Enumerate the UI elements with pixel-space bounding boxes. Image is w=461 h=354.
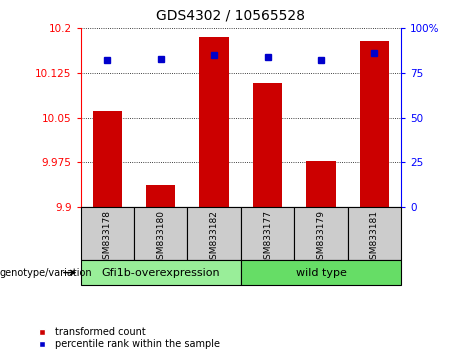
- Bar: [200, 37, 229, 207]
- Bar: [146, 185, 176, 207]
- Bar: [81, 260, 241, 285]
- Bar: [306, 161, 336, 207]
- Text: GDS4302 / 10565528: GDS4302 / 10565528: [156, 9, 305, 23]
- Text: GSM833177: GSM833177: [263, 210, 272, 265]
- Bar: [93, 110, 122, 207]
- Bar: [360, 41, 389, 207]
- Bar: [81, 207, 134, 260]
- Text: Gfi1b-overexpression: Gfi1b-overexpression: [101, 268, 220, 278]
- Text: GSM833178: GSM833178: [103, 210, 112, 265]
- Text: GSM833179: GSM833179: [316, 210, 325, 265]
- Bar: [348, 207, 401, 260]
- Bar: [241, 260, 401, 285]
- Text: wild type: wild type: [296, 268, 346, 278]
- Bar: [294, 207, 348, 260]
- Text: GSM833181: GSM833181: [370, 210, 379, 265]
- Bar: [241, 207, 294, 260]
- Text: GSM833180: GSM833180: [156, 210, 165, 265]
- Bar: [188, 207, 241, 260]
- Bar: [134, 207, 188, 260]
- Text: genotype/variation: genotype/variation: [0, 268, 93, 278]
- Text: GSM833182: GSM833182: [210, 210, 219, 265]
- Bar: [253, 83, 282, 207]
- Legend: transformed count, percentile rank within the sample: transformed count, percentile rank withi…: [33, 327, 220, 349]
